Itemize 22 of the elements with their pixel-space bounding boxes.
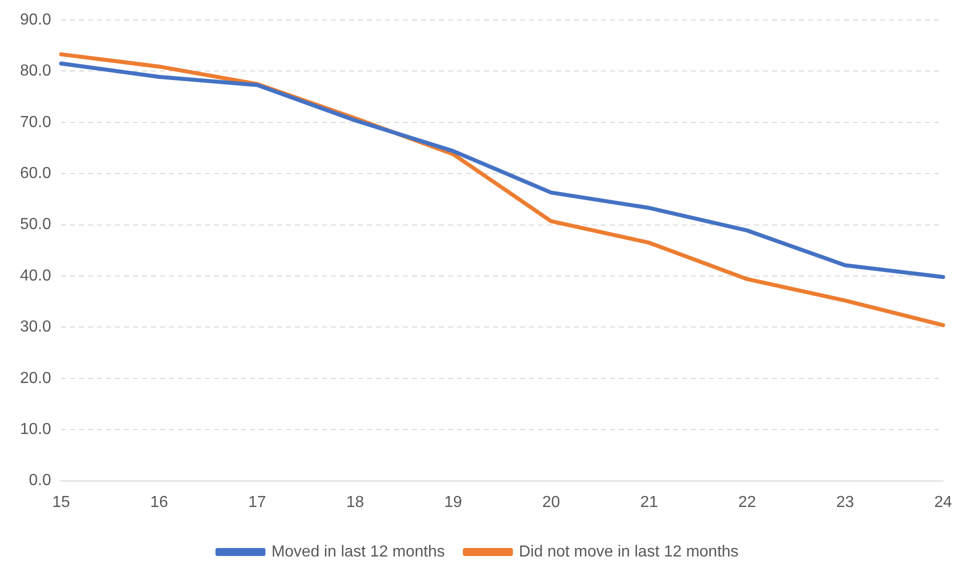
x-tick-label: 21 xyxy=(640,494,658,511)
x-tick-label: 15 xyxy=(52,494,70,511)
y-tick-label: 10.0 xyxy=(20,421,52,438)
y-tick-label: 60.0 xyxy=(20,165,52,182)
legend-label: Moved in last 12 months xyxy=(271,543,445,560)
y-tick-label: 90.0 xyxy=(20,11,52,28)
legend-label: Did not move in last 12 months xyxy=(518,543,739,560)
y-tick-label: 80.0 xyxy=(20,62,52,80)
x-tick-label: 16 xyxy=(150,494,168,511)
y-tick-label: 40.0 xyxy=(20,267,52,284)
x-tick-label: 22 xyxy=(738,494,756,511)
x-tick-label: 18 xyxy=(346,494,364,511)
y-tick-label: 20.0 xyxy=(20,370,52,387)
y-tick-label: 70.0 xyxy=(20,114,52,131)
x-tick-label: 17 xyxy=(248,494,266,511)
x-tick-label: 20 xyxy=(542,494,560,511)
x-tick-label: 24 xyxy=(934,494,952,511)
y-tick-label: 0.0 xyxy=(28,472,52,490)
x-tick-label: 23 xyxy=(836,494,854,511)
y-tick-label: 30.0 xyxy=(20,318,52,336)
y-tick-label: 50.0 xyxy=(20,216,52,234)
x-tick-label: 19 xyxy=(444,494,462,511)
